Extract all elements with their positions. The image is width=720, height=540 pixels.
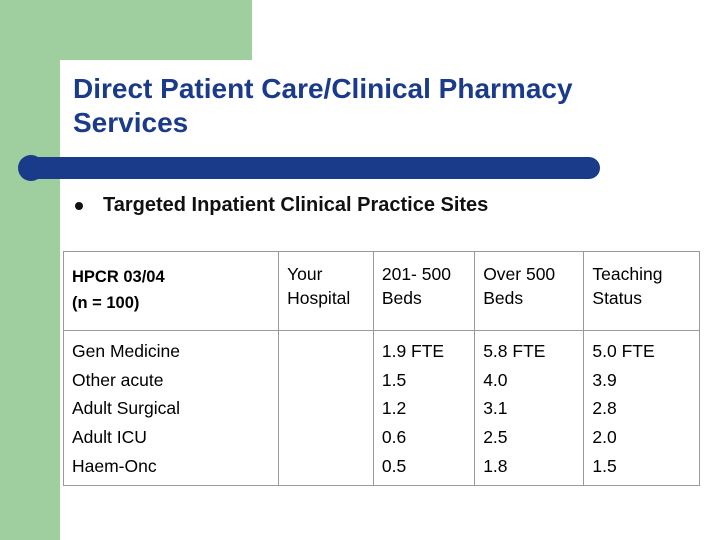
header-hpcr-line2: (n = 100)	[72, 294, 140, 312]
header-201-500-line1: 201- 500	[381, 264, 451, 284]
beds-201-500-cell: 1.9 FTE 1.5 1.2 0.6 0.5	[372, 330, 476, 486]
beds-201-500-value: 0.5	[381, 455, 407, 476]
your-hospital-cell	[278, 330, 374, 486]
header-hpcr: HPCR 03/04 (n = 100)	[62, 251, 280, 331]
category-label: Gen Medicine	[72, 341, 180, 361]
over-500-value: 1.8	[483, 455, 508, 476]
teaching-value: 2.0	[592, 427, 617, 448]
slide-title: Direct Patient Care/Clinical Pharmacy Se…	[73, 73, 573, 138]
category-label: Haem-Onc	[72, 455, 157, 476]
over-500-value: 5.8 FTE	[483, 341, 546, 361]
beds-201-500-value: 1.2	[381, 398, 407, 419]
beds-201-500-value: 1.9 FTE	[381, 341, 445, 361]
category-label: Adult ICU	[72, 427, 147, 448]
header-201-500-line2: Beds	[381, 288, 422, 308]
teaching-value: 2.8	[592, 398, 617, 419]
header-201-500-beds: 201- 500 Beds	[372, 251, 476, 331]
header-your-hospital-line2: Hospital	[287, 288, 351, 308]
header-over-500-beds: Over 500 Beds	[474, 251, 585, 331]
beds-201-500-value: 1.5	[381, 369, 407, 390]
teaching-status-cell: 5.0 FTE 3.9 2.8 2.0 1.5	[583, 330, 700, 486]
category-label: Adult Surgical	[72, 398, 180, 419]
table-row: Gen Medicine Other acute Adult Surgical …	[62, 330, 700, 486]
header-your-hospital: Your Hospital	[278, 251, 374, 331]
over-500-value: 3.1	[483, 398, 508, 419]
header-hpcr-line1: HPCR 03/04	[72, 268, 165, 286]
category-label: Other acute	[72, 369, 164, 390]
decorative-green-strip	[0, 0, 60, 540]
title-rule-bar	[20, 157, 600, 179]
table-header-row: HPCR 03/04 (n = 100) Your Hospital 201- …	[62, 251, 700, 331]
teaching-value: 3.9	[592, 369, 617, 390]
bullet-text: Targeted Inpatient Clinical Practice Sit…	[103, 194, 489, 216]
over-500-beds-cell: 5.8 FTE 4.0 3.1 2.5 1.8	[474, 330, 585, 486]
header-teaching-line2: Status	[592, 288, 643, 308]
decorative-green-block	[0, 0, 252, 60]
bullet-dot-icon	[75, 201, 83, 210]
header-over-500-line2: Beds	[483, 288, 524, 308]
header-your-hospital-line1: Your	[287, 264, 323, 284]
pharmacy-services-table: HPCR 03/04 (n = 100) Your Hospital 201- …	[62, 251, 700, 486]
over-500-value: 4.0	[483, 369, 508, 390]
over-500-value: 2.5	[483, 427, 508, 448]
beds-201-500-value: 0.6	[381, 427, 407, 448]
teaching-value: 5.0 FTE	[592, 341, 655, 361]
header-teaching-status: Teaching Status	[583, 251, 700, 331]
header-over-500-line1: Over 500	[483, 264, 556, 284]
teaching-value: 1.5	[592, 455, 617, 476]
category-cell: Gen Medicine Other acute Adult Surgical …	[62, 330, 280, 486]
bullet-item: Targeted Inpatient Clinical Practice Sit…	[75, 194, 488, 217]
header-teaching-line1: Teaching	[592, 264, 663, 284]
